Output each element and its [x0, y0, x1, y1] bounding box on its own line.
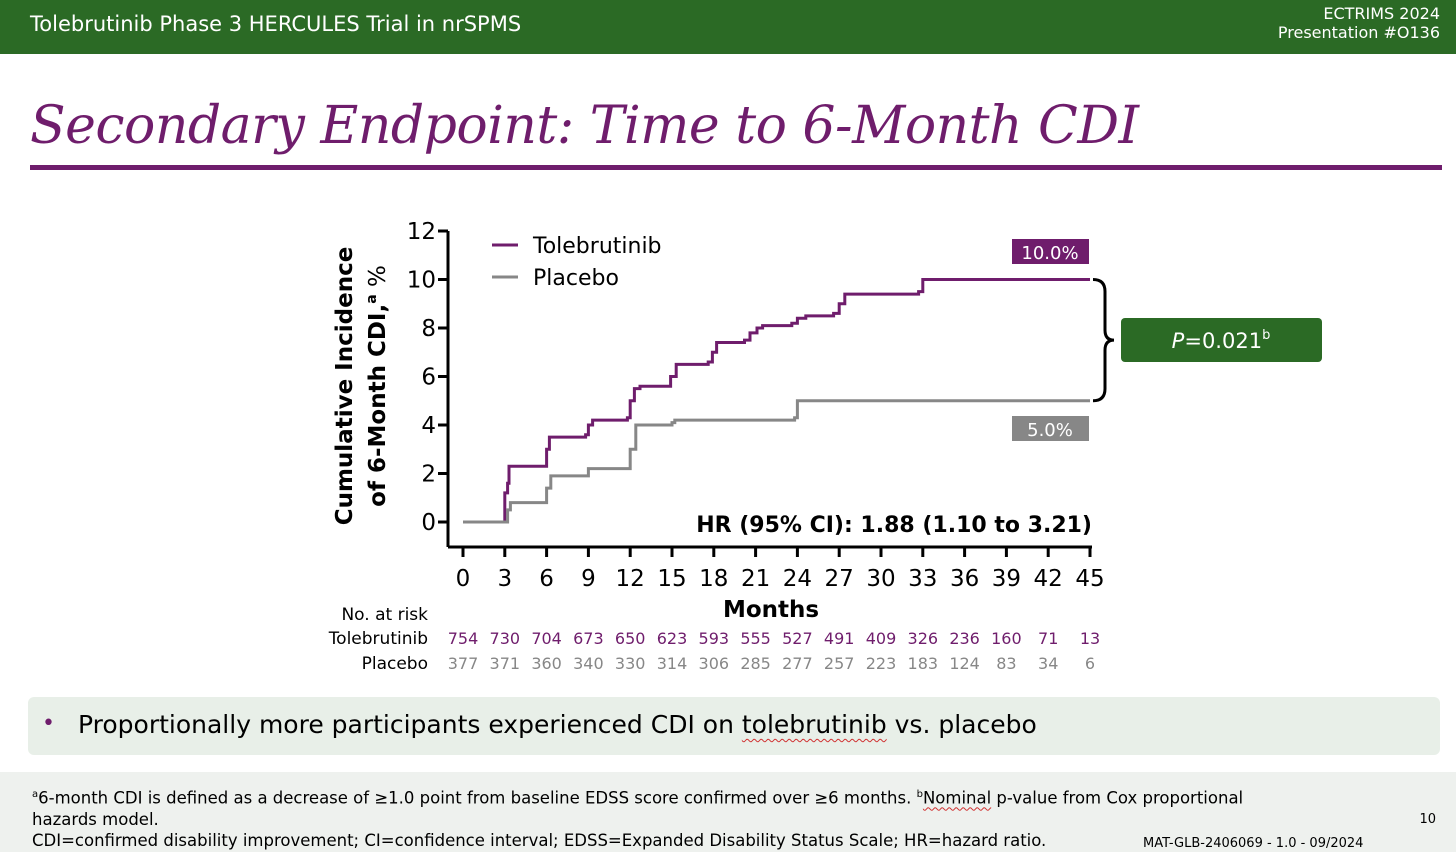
bullet-point: •: [42, 711, 55, 736]
risk-value: 340: [573, 654, 604, 673]
risk-value: 13: [1080, 629, 1100, 648]
p-value-box: [1121, 318, 1322, 362]
risk-value: 236: [949, 629, 980, 648]
y-tick-label: 4: [421, 413, 436, 439]
risk-value: 314: [657, 654, 688, 673]
risk-value: 71: [1038, 629, 1058, 648]
badge-tolebrutinib: [1012, 239, 1089, 264]
p-value-label: P=0.021b: [1172, 328, 1271, 353]
risk-value: 6: [1085, 654, 1095, 673]
title-divider: [30, 165, 1442, 170]
risk-value: 527: [782, 629, 813, 648]
x-tick-label: 15: [657, 566, 686, 592]
x-tick-label: 0: [456, 566, 471, 592]
y-axis-label-2: of 6-Month CDI,a %: [364, 265, 391, 507]
x-tick-label: 21: [741, 566, 770, 592]
risk-value: 593: [699, 629, 730, 648]
risk-value: 330: [615, 654, 646, 673]
x-tick-label: 42: [1034, 566, 1063, 592]
page-number: 10: [1419, 812, 1436, 827]
x-tick-label: 6: [539, 566, 554, 592]
x-tick-label: 36: [950, 566, 979, 592]
risk-value: 673: [573, 629, 604, 648]
badge-placebo: [1012, 416, 1089, 441]
risk-value: 650: [615, 629, 646, 648]
key-finding-text: Proportionally more participants experie…: [78, 710, 1037, 739]
risk-value: 491: [824, 629, 855, 648]
abbreviations: CDI=confirmed disability improvement; CI…: [32, 830, 1047, 850]
risk-table-title: No. at risk: [341, 605, 428, 625]
risk-value: 183: [908, 654, 939, 673]
footnote-b-word: Nominal: [922, 788, 992, 808]
x-tick-label: 9: [581, 566, 596, 592]
hazard-ratio: HR (95% CI): 1.88 (1.10 to 3.21): [696, 513, 1092, 538]
key-finding-box: • Proportionally more participants exper…: [28, 697, 1440, 755]
y-tick-label: 10: [407, 268, 436, 294]
series-line-placebo: [463, 399, 1090, 524]
risk-value: 124: [949, 654, 980, 673]
y-tick-label: 6: [421, 365, 436, 391]
risk-value: 360: [531, 654, 562, 673]
key-finding-drug: tolebrutinib: [741, 710, 887, 739]
risk-value: 730: [490, 629, 521, 648]
y-tick-label: 0: [421, 510, 436, 536]
conference-info: ECTRIMS 2024 Presentation #O136: [1278, 4, 1440, 42]
badge-placebo-label: 5.0%: [1027, 420, 1073, 441]
badge-tolebrutinib-label: 10.0%: [1021, 243, 1078, 264]
x-tick-label: 12: [616, 566, 645, 592]
footnote-marker-a: a: [32, 789, 39, 800]
risk-value: 377: [448, 654, 479, 673]
key-finding-part: vs. placebo: [886, 710, 1037, 739]
y-tick-label: 8: [421, 316, 436, 342]
risk-value: 371: [490, 654, 521, 673]
x-tick-label: 18: [699, 566, 728, 592]
x-tick-label: 24: [783, 566, 812, 592]
x-tick-label: 3: [497, 566, 512, 592]
risk-value: 160: [991, 629, 1022, 648]
footnote-b: p-value from Cox proportional hazards mo…: [32, 788, 1244, 829]
brace: [1092, 278, 1115, 403]
risk-value: 409: [866, 629, 897, 648]
y-axis-label: Cumulative Incidence: [332, 247, 358, 526]
x-tick-label: 45: [1075, 566, 1104, 592]
y-tick-label: 2: [421, 462, 436, 488]
risk-value: 34: [1038, 654, 1058, 673]
x-tick-label: 33: [908, 566, 937, 592]
risk-row-label: Tolebrutinib: [328, 629, 428, 649]
x-tick-label: 30: [866, 566, 895, 592]
header-title: Tolebrutinib Phase 3 HERCULES Trial in n…: [30, 12, 522, 36]
risk-value: 83: [996, 654, 1016, 673]
presentation-number: Presentation #O136: [1277, 23, 1440, 42]
footnote-a: 6-month CDI is defined as a decrease of …: [38, 788, 917, 808]
risk-value: 223: [866, 654, 897, 673]
x-tick-label: 39: [992, 566, 1021, 592]
header-bar: Tolebrutinib Phase 3 HERCULES Trial in n…: [0, 0, 1456, 54]
series-line-tolebrutinib: [463, 278, 1090, 524]
y-tick-label: 12: [407, 219, 436, 245]
x-axis-label: Months: [723, 597, 819, 623]
footnote-text: a6-month CDI is defined as a decrease of…: [32, 784, 1302, 851]
risk-row-label: Placebo: [362, 654, 428, 674]
risk-value: 326: [908, 629, 939, 648]
risk-value: 623: [657, 629, 688, 648]
footnotes: a6-month CDI is defined as a decrease of…: [0, 772, 1456, 852]
document-code: MAT-GLB-2406069 - 1.0 - 09/2024: [1143, 836, 1364, 851]
slide-title: Secondary Endpoint: Time to 6-Month CDI: [30, 96, 1139, 156]
risk-value: 277: [782, 654, 813, 673]
footnote-marker-b: b: [916, 789, 923, 800]
risk-value: 704: [531, 629, 562, 648]
legend-label: Placebo: [533, 266, 619, 291]
key-finding-part: Proportionally more participants experie…: [78, 710, 742, 739]
risk-value: 257: [824, 654, 855, 673]
risk-value: 555: [740, 629, 771, 648]
conference-name: ECTRIMS 2024: [1323, 4, 1440, 23]
risk-value: 754: [448, 629, 479, 648]
legend-label: Tolebrutinib: [532, 234, 662, 259]
risk-value: 285: [740, 654, 771, 673]
risk-value: 306: [699, 654, 730, 673]
x-tick-label: 27: [825, 566, 854, 592]
